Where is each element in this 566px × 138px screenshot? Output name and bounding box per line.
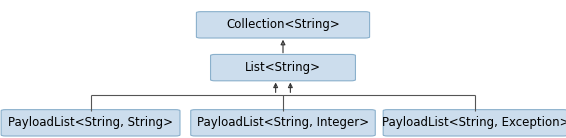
FancyBboxPatch shape	[191, 110, 375, 136]
FancyBboxPatch shape	[196, 12, 370, 38]
Text: List<String>: List<String>	[245, 61, 321, 74]
Text: Collection<String>: Collection<String>	[226, 18, 340, 31]
FancyBboxPatch shape	[1, 110, 180, 136]
Text: PayloadList<String, Integer>: PayloadList<String, Integer>	[197, 116, 369, 129]
Text: PayloadList<String, Exception>: PayloadList<String, Exception>	[381, 116, 566, 129]
Text: PayloadList<String, String>: PayloadList<String, String>	[8, 116, 173, 129]
FancyBboxPatch shape	[211, 55, 355, 81]
FancyBboxPatch shape	[383, 110, 566, 136]
